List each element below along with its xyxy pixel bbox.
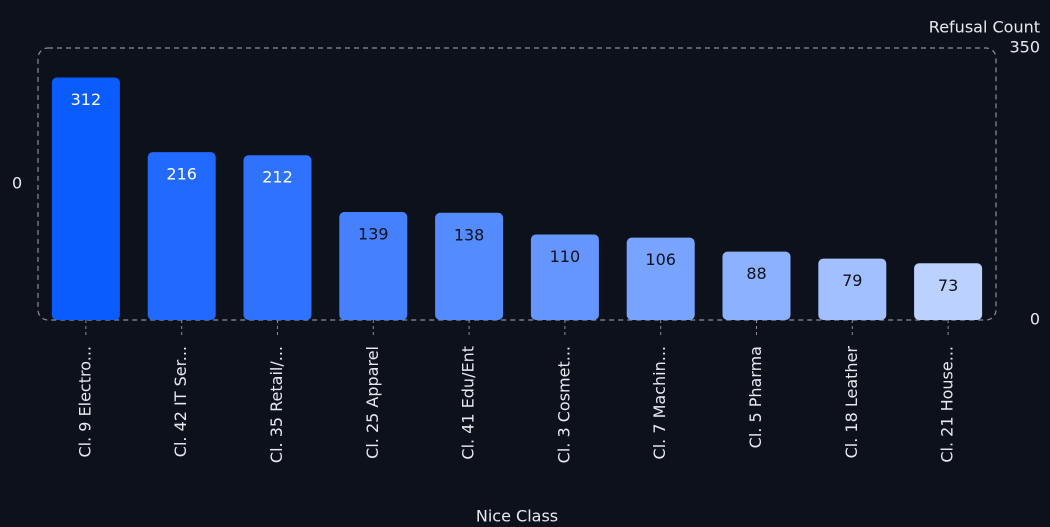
y-tick-label: 0 (1030, 310, 1040, 329)
x-tick-label: Cl. 21 House... (938, 346, 957, 463)
plot-frame (37, 47, 997, 321)
x-tick-label: Cl. 3 Cosmet... (554, 346, 573, 463)
value-label: 216 (166, 165, 197, 184)
bar (147, 152, 216, 320)
value-label: 79 (842, 271, 862, 290)
y-axis-title: Refusal Count (929, 18, 1040, 37)
y2-tick-label: 0 (12, 174, 22, 193)
value-label: 88 (746, 264, 766, 283)
x-tick-label: Cl. 9 Electro... (75, 346, 94, 458)
bar (435, 212, 504, 320)
x-tick-label: Cl. 18 Leather (842, 346, 861, 459)
x-tick-label: Cl. 42 IT Ser... (171, 346, 190, 457)
value-label: 73 (938, 276, 958, 295)
bar (530, 234, 599, 320)
x-tick-label: Cl. 5 Pharma (746, 346, 765, 448)
value-label: 139 (358, 224, 389, 243)
value-label: 110 (550, 247, 581, 266)
x-tick-label: Cl. 7 Machin... (650, 346, 669, 459)
value-label: 312 (71, 90, 102, 109)
bar (722, 251, 791, 320)
bar (914, 263, 983, 320)
x-tick-label: Cl. 35 Retail/... (267, 346, 286, 463)
bar (818, 258, 887, 320)
y-tick-label: 350 (1009, 38, 1040, 57)
x-tick-label: Cl. 25 Apparel (363, 346, 382, 459)
bar (626, 237, 695, 320)
value-label: 212 (262, 168, 293, 187)
bar (243, 155, 312, 320)
value-label: 138 (454, 225, 485, 244)
value-label: 106 (645, 250, 676, 269)
x-tick-label: Cl. 41 Edu/Ent (459, 346, 478, 460)
x-axis-title: Nice Class (476, 507, 558, 526)
bar (339, 211, 408, 320)
bar (51, 77, 120, 320)
